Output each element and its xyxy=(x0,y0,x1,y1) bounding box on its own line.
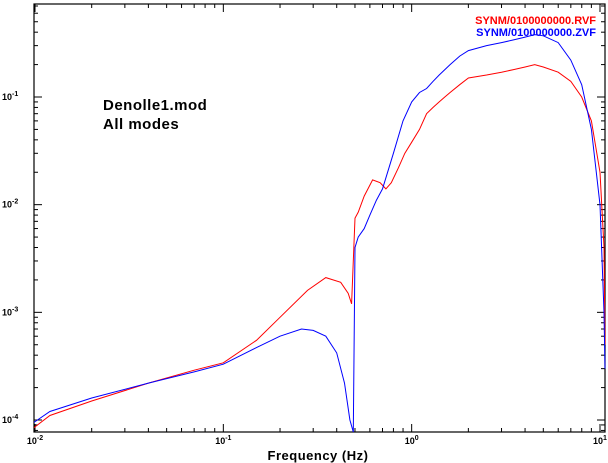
tick-labels: 10-2 10-1 100 101 10-4 10-3 10-2 10-1 xyxy=(2,91,607,446)
x-tick-label: 100 xyxy=(405,435,419,446)
legend-entry-rvf: SYNM/0100000000.RVF xyxy=(475,15,596,27)
legend-entry-zvf: SYNM/0100000000.ZVF xyxy=(476,27,596,39)
x-tick-label: 10-1 xyxy=(215,435,231,446)
series-line-zvf xyxy=(33,34,606,433)
y-tick-label: 10-1 xyxy=(2,91,18,102)
chart-curves xyxy=(33,34,606,433)
y-tick-label: 10-2 xyxy=(2,199,18,210)
plot-frame xyxy=(33,3,606,433)
y-tick-label: 10-3 xyxy=(2,306,18,317)
model-annotation: Denolle1.mod xyxy=(103,97,207,114)
series-line-rvf xyxy=(33,64,606,428)
y-tick-label: 10-4 xyxy=(2,414,18,425)
modes-annotation: All modes xyxy=(103,116,179,133)
x-axis-title: Frequency (Hz) xyxy=(268,448,369,463)
x-tick-label: 10-2 xyxy=(27,435,43,446)
x-tick-label: 101 xyxy=(593,435,607,446)
